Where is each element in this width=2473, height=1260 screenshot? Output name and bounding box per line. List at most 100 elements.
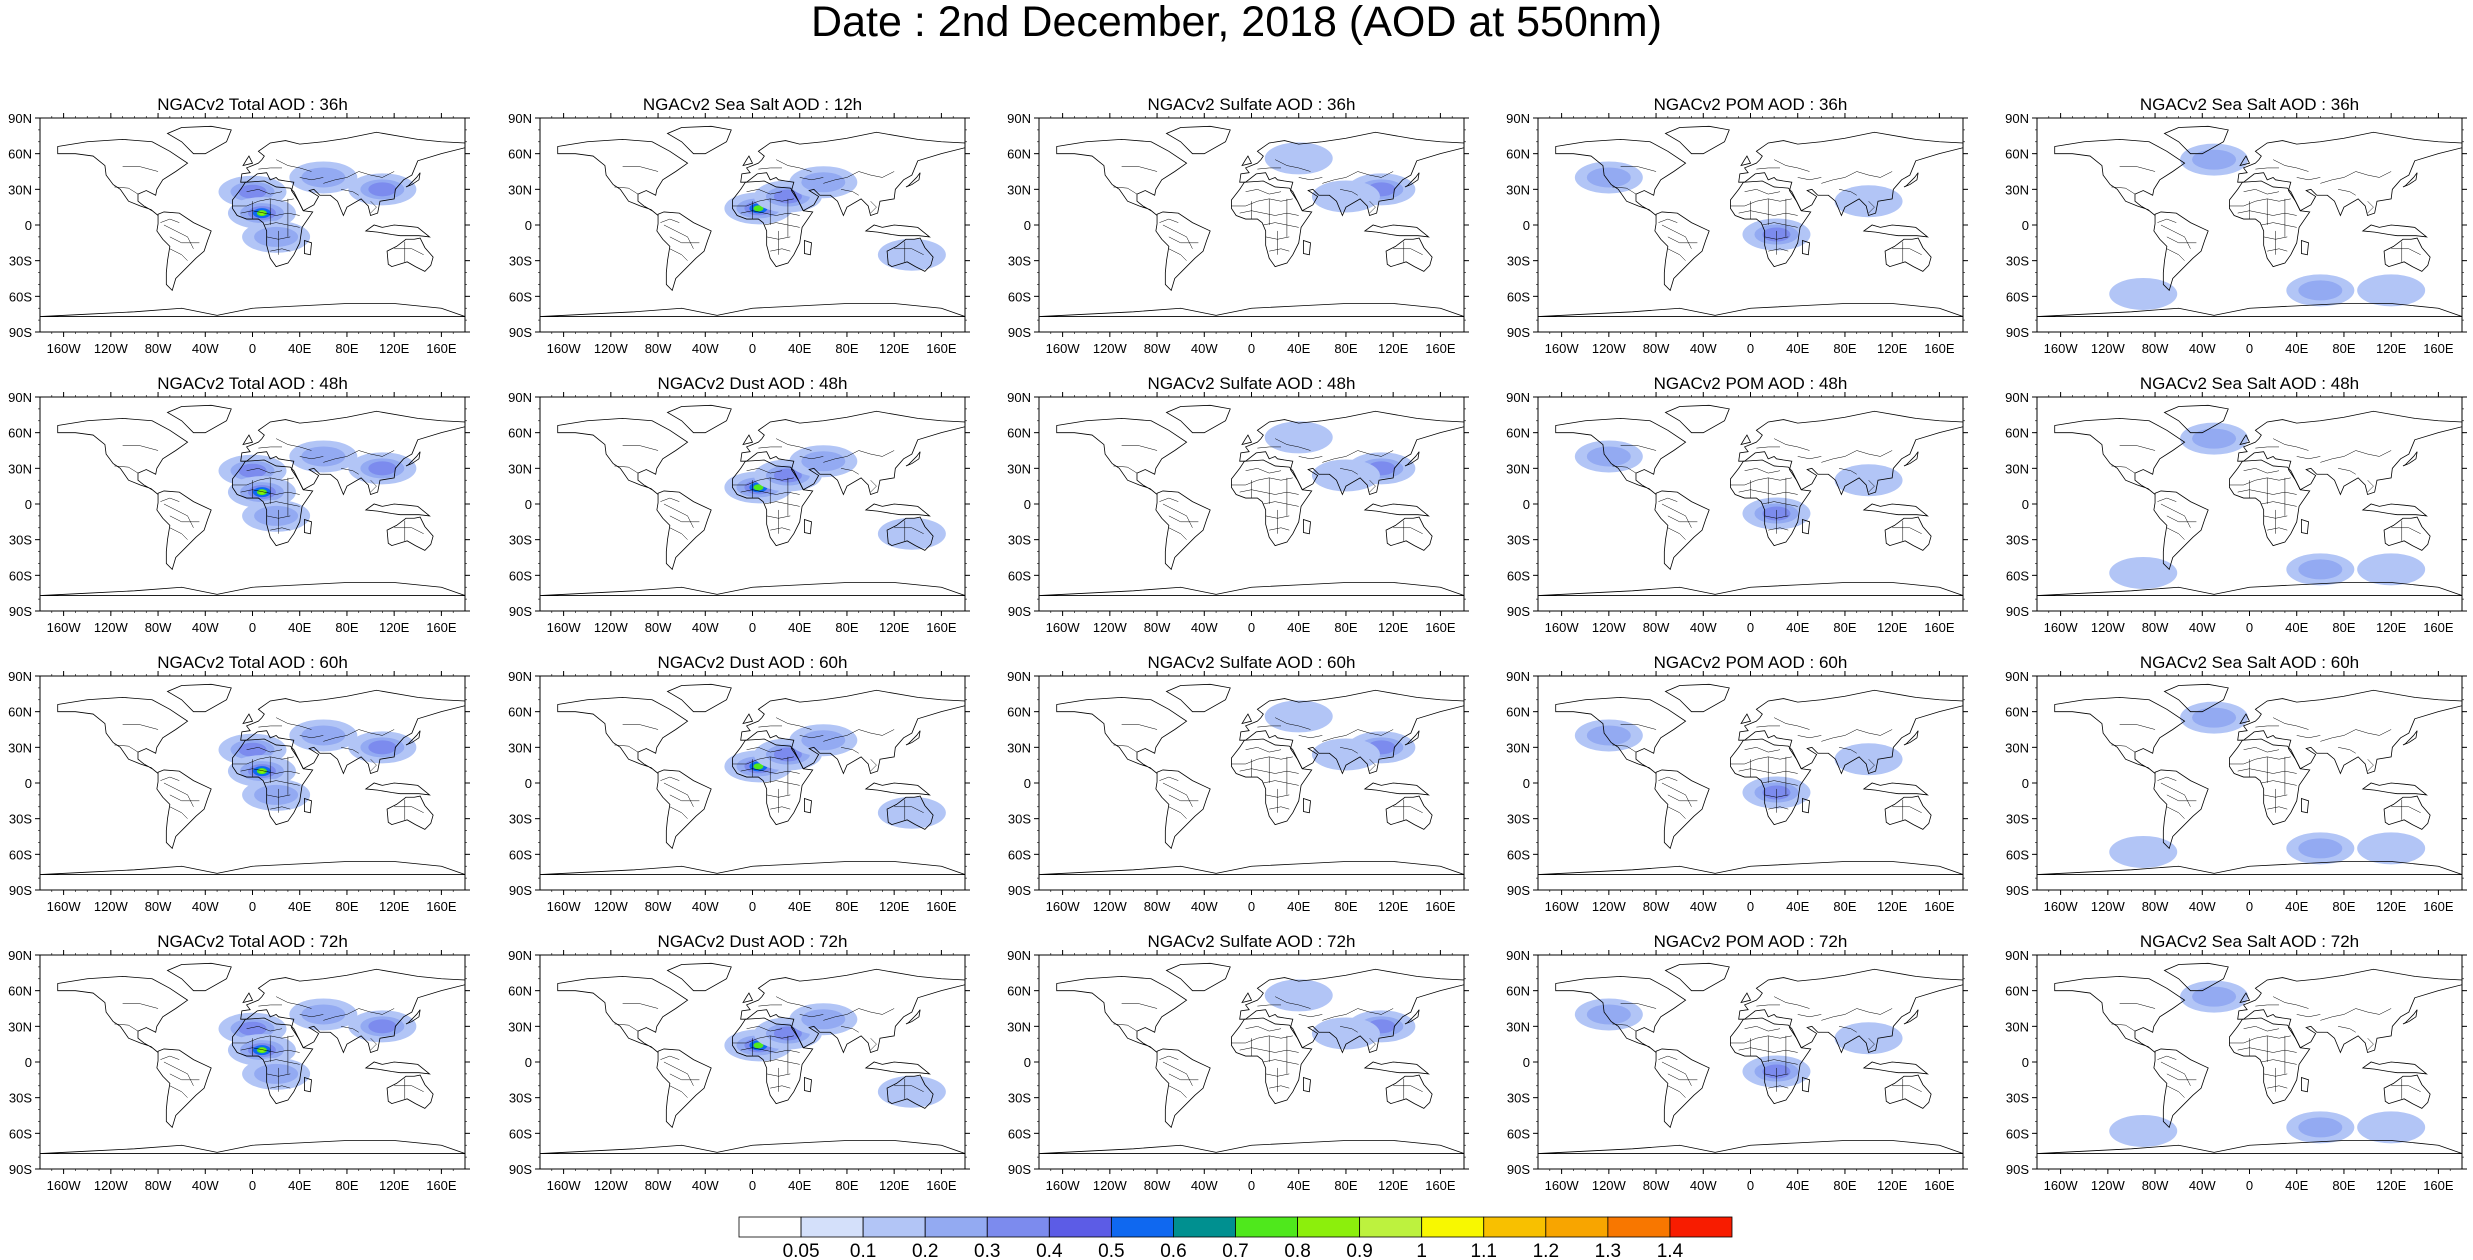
country-border (2296, 177, 2321, 181)
coastline (1802, 797, 1810, 814)
x-tick-label: 160E (1425, 899, 1456, 914)
country-border (1667, 527, 1686, 540)
country-border (122, 445, 159, 451)
x-tick-label: 80W (1144, 341, 1171, 356)
y-tick-label: 60S (9, 847, 32, 862)
country-border (2255, 1004, 2280, 1007)
x-tick-label: 120W (1093, 1178, 1128, 1193)
map-panel-15: NGACv2 Sea Salt AOD : 60h 160W 120W 80W 40W 0… (2005, 653, 2467, 914)
country-border (1868, 759, 1875, 772)
colorbar-label: 0.5 (1098, 1241, 1124, 1260)
country-border (1168, 806, 1187, 819)
country-border (840, 747, 859, 754)
country-border (114, 186, 139, 195)
coastline (1664, 404, 1730, 434)
y-tick-label: 90N (1506, 948, 1530, 963)
country-border (823, 729, 895, 742)
y-tick-label: 30N (1506, 182, 1530, 197)
country-border (2229, 756, 2291, 765)
coastline (1654, 769, 1710, 850)
coastline (1730, 738, 1812, 826)
aod-cell (368, 461, 397, 476)
colorbar-box (738, 1216, 802, 1238)
coastline (232, 459, 314, 547)
y-tick-label: 60N (2005, 426, 2029, 441)
x-tick-label: 160E (926, 1178, 957, 1193)
country-border (2320, 1008, 2392, 1021)
coastline (2163, 404, 2229, 434)
y-tick-label: 90N (1506, 390, 1530, 405)
colorbar-box (1545, 1216, 1609, 1238)
y-tick-label: 0 (1024, 776, 1031, 791)
x-tick-label: 160W (1046, 620, 1081, 635)
colorbar-box (1110, 1216, 1174, 1238)
coastline (1404, 451, 1420, 467)
x-tick-label: 160E (1924, 341, 1955, 356)
coastline (804, 797, 812, 814)
country-border (1868, 1038, 1875, 1051)
coastline (1239, 689, 1465, 775)
coastline (732, 1017, 814, 1105)
country-border (232, 477, 294, 486)
y-tick-label: 30S (509, 1091, 532, 1106)
x-tick-label: 80E (1334, 899, 1357, 914)
y-tick-label: 90S (1008, 604, 1031, 619)
x-tick-label: 160W (1046, 1178, 1081, 1193)
country-border (2391, 527, 2421, 534)
map-panel-8: NGACv2 Sulfate AOD : 48h 160W 120W 80W 40W 0 4… (1007, 374, 1469, 635)
country-border (299, 456, 324, 460)
x-tick-label: 160E (1924, 899, 1955, 914)
coastline (1155, 490, 1211, 571)
country-border (614, 1023, 639, 1032)
country-border (1821, 729, 1893, 742)
y-tick-label: 30S (1008, 812, 1031, 827)
y-tick-label: 60S (9, 289, 32, 304)
country-border (732, 756, 794, 765)
x-tick-label: 80W (145, 620, 172, 635)
coastline (539, 582, 966, 596)
x-tick-label: 80E (835, 620, 858, 635)
x-tick-label: 80E (1833, 1178, 1856, 1193)
country-border (394, 806, 424, 813)
country-border (1620, 445, 1657, 451)
coastline (39, 861, 466, 875)
map-panel-18: NGACv2 Sulfate AOD : 72h 160W 120W 80W 40W 0 4… (1007, 932, 1469, 1193)
country-border (2166, 1085, 2185, 1098)
x-tick-label: 80E (2332, 1178, 2355, 1193)
colorbar-label: 0.05 (783, 1241, 820, 1260)
country-border (870, 480, 877, 493)
coastline (232, 738, 314, 826)
country-border (1768, 527, 1789, 531)
x-tick-label: 0 (2246, 341, 2253, 356)
country-border (799, 456, 824, 460)
y-tick-label: 0 (1024, 497, 1031, 512)
country-border (160, 497, 180, 502)
country-border (1168, 527, 1187, 540)
x-tick-label: 40E (788, 341, 811, 356)
coastline (242, 434, 254, 446)
map-frame-background (1039, 397, 1464, 611)
x-tick-label: 40E (288, 341, 311, 356)
coastline (1654, 1048, 1710, 1129)
country-border (1245, 189, 1282, 195)
country-border (2166, 515, 2197, 523)
country-border (114, 465, 139, 474)
coastline (240, 689, 466, 775)
coastline (1056, 138, 1188, 216)
y-tick-label: 60N (508, 426, 532, 441)
coastline (156, 211, 212, 292)
coastline (557, 696, 689, 774)
coastline (864, 782, 931, 796)
country-border (232, 198, 294, 207)
x-tick-label: 160E (1425, 620, 1456, 635)
map-panel-12: NGACv2 Dust AOD : 60h 160W 120W 80W 40W 0 40E 8… (508, 653, 970, 914)
y-tick-label: 60S (509, 289, 532, 304)
x-tick-label: 120W (94, 620, 129, 635)
y-tick-label: 90S (9, 604, 32, 619)
country-border (669, 248, 688, 261)
y-tick-label: 30N (2005, 1019, 2029, 1034)
coastline (2237, 968, 2463, 1054)
coastline (39, 582, 466, 596)
x-tick-label: 40W (1191, 620, 1218, 635)
coastline (1555, 417, 1687, 495)
